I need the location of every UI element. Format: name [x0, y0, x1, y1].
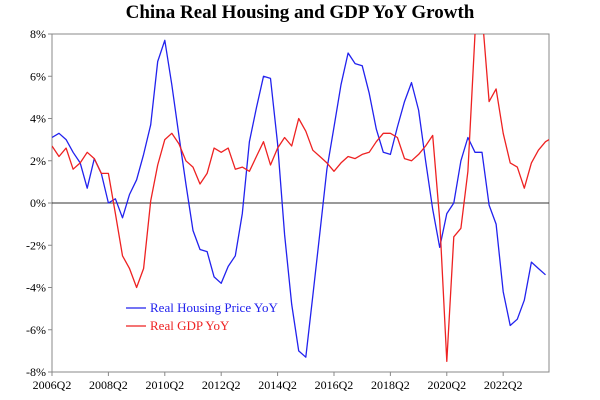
x-tick-label: 2020Q2 [427, 378, 466, 392]
x-tick-label: 2006Q2 [33, 378, 72, 392]
y-tick-label: 8% [30, 27, 46, 41]
series-group [52, 34, 549, 363]
y-tick-label: 2% [30, 154, 46, 168]
y-tick-label: -6% [26, 323, 46, 337]
x-tick-label: 2012Q2 [202, 378, 241, 392]
chart-title: China Real Housing and GDP YoY Growth [126, 2, 475, 23]
x-tick-label: 2022Q2 [484, 378, 523, 392]
y-tick-label: 6% [30, 69, 46, 83]
x-tick-label: 2008Q2 [89, 378, 128, 392]
x-tick-label: 2016Q2 [315, 378, 354, 392]
legend: Real Housing Price YoY Real GDP YoY [126, 300, 278, 333]
x-tick-label: 2014Q2 [258, 378, 297, 392]
y-tick-label: -4% [26, 281, 46, 295]
legend-label-housing: Real Housing Price YoY [150, 300, 278, 315]
y-tick-label: -2% [26, 238, 46, 252]
series-line-housing-price [52, 39, 546, 358]
y-axis: -8% -6% -4% -2% 0% 2% 4% 6% 8% [26, 27, 52, 379]
x-tick-label: 2010Q2 [145, 378, 184, 392]
x-axis: 2006Q2 2008Q2 2010Q2 2012Q2 2014Q2 2016Q2 2018… [33, 372, 523, 392]
y-tick-label: 4% [30, 112, 46, 126]
x-tick-label: 2018Q2 [371, 378, 410, 392]
legend-label-gdp: Real GDP YoY [150, 318, 230, 333]
y-tick-label: -8% [26, 365, 46, 379]
y-tick-label: 0% [30, 196, 46, 210]
series-line-gdp [52, 34, 549, 363]
